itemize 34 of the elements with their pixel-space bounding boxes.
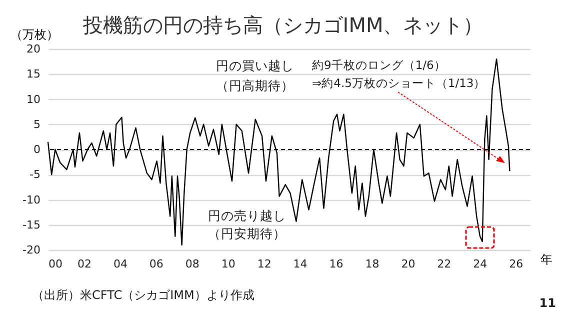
x-tick-label: 24 — [473, 258, 488, 270]
annotation: 円の売り越し — [208, 208, 286, 223]
x-tick-label: 22 — [437, 258, 452, 270]
y-tick-label: -15 — [22, 218, 40, 232]
y-tick-label: -10 — [22, 193, 40, 206]
y-tick-label: 0 — [34, 143, 40, 156]
text: （出所）米CFTC（シカゴIMM）より作成 — [32, 288, 254, 302]
x-tick-label: 26 — [509, 258, 524, 270]
annotation: ⇒約4.5万枚のショート（1/13） — [312, 76, 486, 90]
x-tick-label: 04 — [113, 258, 128, 270]
y-tick-label: 20 — [26, 42, 40, 56]
x-tick-label: 14 — [293, 258, 308, 270]
y-axis-title: （万枚） — [10, 28, 58, 42]
annotation: （円安期待） — [208, 226, 286, 241]
text: 11 — [539, 296, 556, 310]
x-axis-title: 年 — [540, 252, 552, 266]
x-tick-label: 02 — [77, 258, 92, 270]
x-tick-label: 10 — [221, 258, 236, 270]
x-tick-label: 00 — [48, 258, 62, 270]
x-tick-label: 16 — [329, 258, 344, 270]
y-tick-label: 15 — [26, 68, 40, 81]
y-tick-label: -20 — [22, 244, 40, 256]
y-tick-label: 10 — [26, 92, 40, 106]
annotation: 円の買い越し — [216, 58, 294, 73]
x-tick-label: 06 — [149, 258, 164, 270]
annotation: 約9千枚のロング（1/6） — [312, 58, 446, 72]
y-tick-label: 5 — [34, 118, 40, 131]
chart-title: 投機筋の円の持ち高（シカゴIMM、ネット） — [82, 13, 484, 37]
x-tick-label: 18 — [365, 258, 380, 270]
y-tick-label: -5 — [30, 168, 40, 182]
annotation: （円高期待） — [216, 78, 294, 93]
x-tick-label: 12 — [257, 258, 272, 270]
x-tick-label: 08 — [185, 258, 200, 270]
x-tick-label: 20 — [401, 258, 416, 270]
